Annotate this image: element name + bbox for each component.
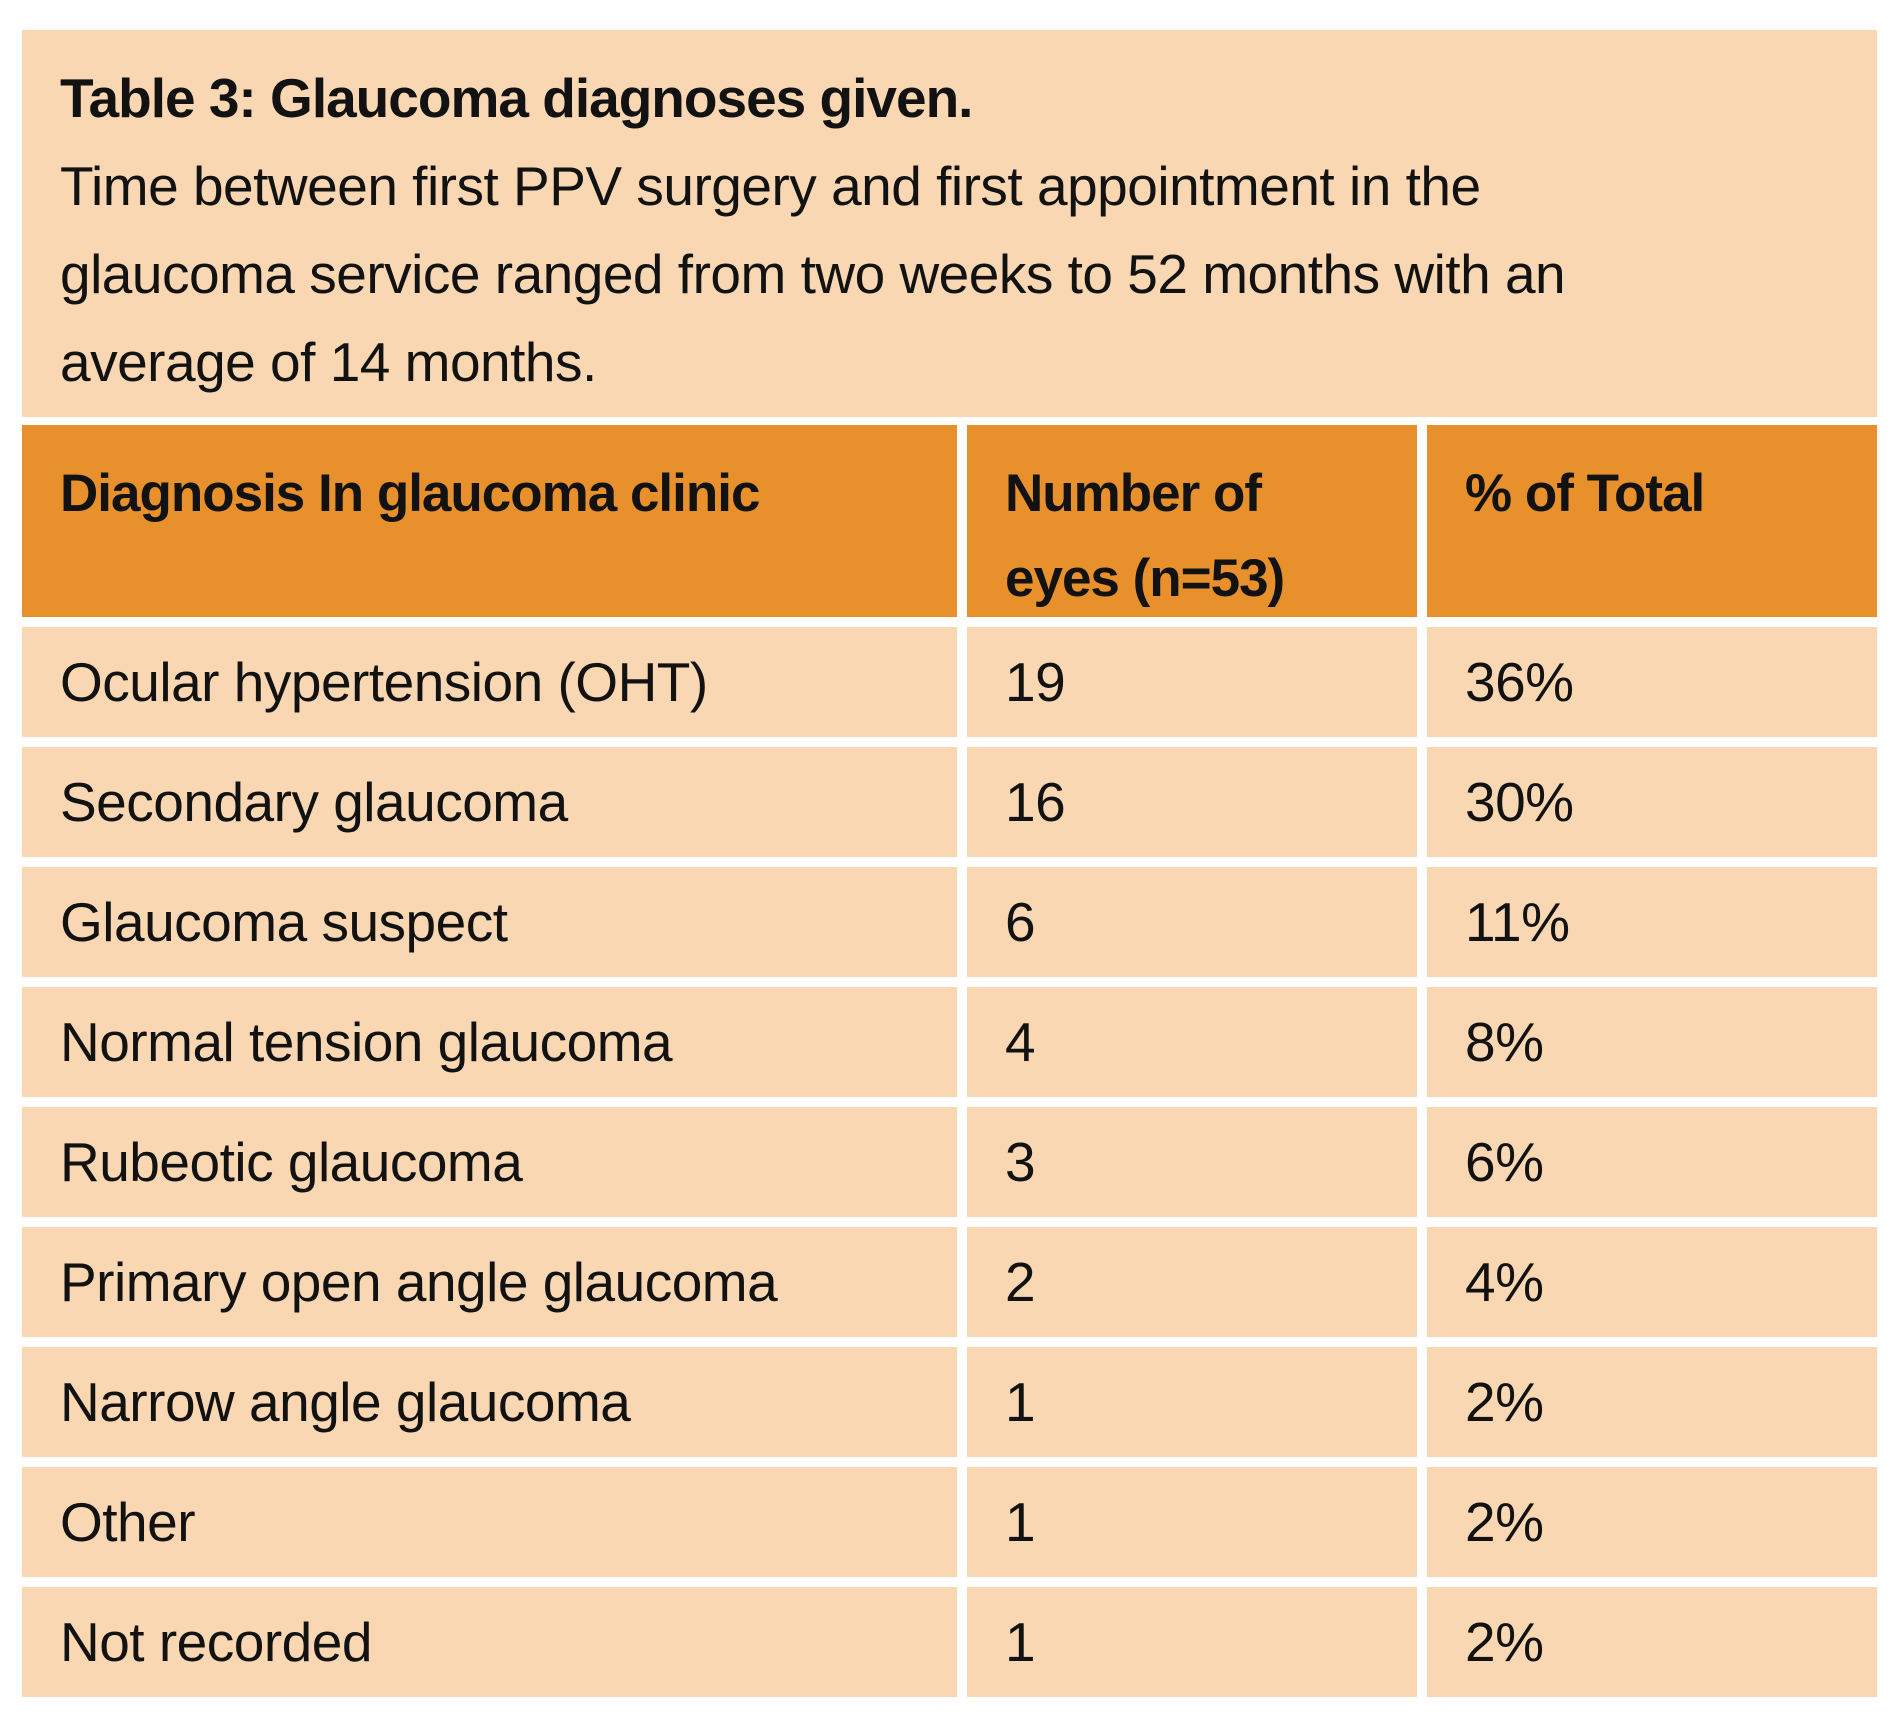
eyes-count-cell: 1 <box>967 1347 1417 1457</box>
percent-cell: 11% <box>1427 867 1877 977</box>
percent-cell: 2% <box>1427 1587 1877 1697</box>
column-header-number-of-eyes: Number of eyes (n=53) <box>967 425 1417 617</box>
diagnosis-cell: Ocular hypertension (OHT) <box>22 627 957 737</box>
eyes-count-cell: 3 <box>967 1107 1417 1217</box>
table-caption-block: Table 3: Glaucoma diagnoses given. Time … <box>22 30 1877 417</box>
column-header-percent-of-total: % of Total <box>1427 425 1877 617</box>
diagnosis-cell: Glaucoma suspect <box>22 867 957 977</box>
percent-cell: 36% <box>1427 627 1877 737</box>
percent-cell: 30% <box>1427 747 1877 857</box>
table-title: Table 3: Glaucoma diagnoses given. <box>60 67 973 129</box>
diagnosis-cell: Rubeotic glaucoma <box>22 1107 957 1217</box>
diagnosis-cell: Not recorded <box>22 1587 957 1697</box>
diagnoses-table: Diagnosis In glaucoma clinic Number of e… <box>22 425 1877 1697</box>
percent-cell: 2% <box>1427 1347 1877 1457</box>
percent-cell: 4% <box>1427 1227 1877 1337</box>
eyes-count-cell: 6 <box>967 867 1417 977</box>
diagnosis-cell: Secondary glaucoma <box>22 747 957 857</box>
column-header-diagnosis: Diagnosis In glaucoma clinic <box>22 425 957 617</box>
eyes-count-cell: 19 <box>967 627 1417 737</box>
diagnosis-cell: Primary open angle glaucoma <box>22 1227 957 1337</box>
table-description: Time between first PPV surgery and first… <box>60 155 1566 393</box>
eyes-count-cell: 1 <box>967 1587 1417 1697</box>
eyes-count-cell: 1 <box>967 1467 1417 1577</box>
percent-cell: 2% <box>1427 1467 1877 1577</box>
percent-cell: 8% <box>1427 987 1877 1097</box>
diagnosis-cell: Other <box>22 1467 957 1577</box>
eyes-count-cell: 2 <box>967 1227 1417 1337</box>
eyes-count-cell: 4 <box>967 987 1417 1097</box>
diagnosis-cell: Normal tension glaucoma <box>22 987 957 1097</box>
diagnosis-cell: Narrow angle glaucoma <box>22 1347 957 1457</box>
percent-cell: 6% <box>1427 1107 1877 1217</box>
eyes-count-cell: 16 <box>967 747 1417 857</box>
